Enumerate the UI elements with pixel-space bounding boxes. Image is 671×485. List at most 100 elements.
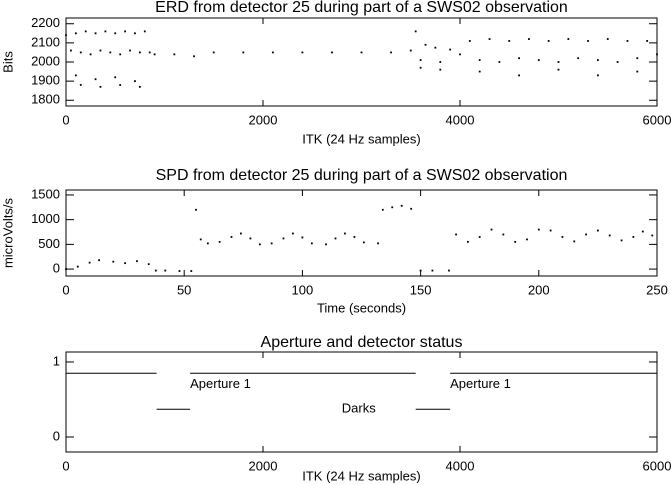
y-tick-label: 2000 <box>31 53 60 68</box>
data-point <box>439 61 442 63</box>
data-point <box>466 240 469 243</box>
data-point <box>409 49 412 52</box>
data-point <box>153 53 156 56</box>
x-tick-label: 0 <box>62 458 69 473</box>
data-point <box>549 229 552 232</box>
data-point <box>99 49 102 52</box>
data-point <box>190 270 193 272</box>
data-point <box>134 80 136 83</box>
data-point <box>88 261 91 264</box>
x-tick-label: 2000 <box>249 458 278 473</box>
x-axis-label: ITK (24 Hz samples) <box>302 468 420 483</box>
data-point <box>498 61 501 63</box>
y-tick-label: 0 <box>53 261 60 276</box>
data-point <box>230 236 233 238</box>
data-point <box>518 57 520 60</box>
y-tick-label: 0 <box>53 428 60 443</box>
data-point <box>124 30 126 33</box>
data-point <box>79 51 82 54</box>
y-axis-label: Bits <box>0 51 15 73</box>
data-point <box>547 40 550 42</box>
data-point <box>178 270 181 272</box>
data-point <box>147 263 150 266</box>
x-axis-label: Time (seconds) <box>317 300 406 315</box>
x-tick-label: 150 <box>410 282 432 297</box>
data-point <box>119 53 122 56</box>
x-tick-label: 4000 <box>446 112 475 127</box>
data-point <box>258 243 261 246</box>
data-point <box>608 234 611 237</box>
data-point <box>424 43 427 46</box>
data-point <box>129 49 131 52</box>
data-point <box>334 237 337 240</box>
data-point <box>632 236 635 238</box>
data-point <box>193 55 195 58</box>
data-point <box>199 238 202 241</box>
data-point <box>400 204 403 207</box>
data-point <box>478 236 481 238</box>
y-tick-label: 1800 <box>31 92 60 107</box>
data-point <box>616 61 619 63</box>
data-point <box>109 51 112 54</box>
x-tick-label: 6000 <box>643 112 671 127</box>
data-point <box>124 262 126 265</box>
data-point <box>434 46 437 49</box>
data-point <box>646 40 649 42</box>
data-point <box>195 208 197 211</box>
plot-frame <box>65 17 658 107</box>
data-point <box>271 51 274 54</box>
data-point <box>419 66 422 69</box>
data-point <box>65 34 67 37</box>
data-point <box>410 207 413 210</box>
data-point <box>518 74 520 77</box>
data-point <box>148 51 151 54</box>
data-point <box>98 259 100 262</box>
chart-title: SPD from detector 25 during part of a SW… <box>156 167 568 184</box>
data-point <box>455 233 457 236</box>
data-point <box>301 51 304 54</box>
x-tick-label: 250 <box>646 282 668 297</box>
data-point <box>218 240 221 243</box>
y-tick-label: 2200 <box>31 15 60 30</box>
y-axis-label: microVolts/s <box>0 197 15 268</box>
data-point <box>537 59 540 61</box>
data-point <box>381 208 384 211</box>
data-point <box>502 233 505 236</box>
data-point <box>206 242 209 245</box>
plot-frame <box>65 351 658 453</box>
data-point <box>331 51 333 54</box>
data-point <box>292 232 294 235</box>
data-point <box>537 228 540 231</box>
data-point <box>99 85 102 88</box>
data-point <box>112 260 115 263</box>
data-point <box>459 53 461 56</box>
data-point <box>136 260 138 263</box>
data-point <box>282 237 285 240</box>
y-tick-label: 1 <box>53 353 60 368</box>
y-tick-label: 1500 <box>31 186 60 201</box>
data-point <box>577 57 580 60</box>
data-point <box>212 51 215 54</box>
data-point <box>79 84 82 86</box>
data-point <box>138 51 141 54</box>
x-tick-label: 50 <box>177 282 191 297</box>
data-point <box>310 242 313 245</box>
data-point <box>143 30 146 33</box>
data-point <box>641 230 644 233</box>
x-axis-label: ITK (24 Hz samples) <box>302 131 420 146</box>
data-point <box>597 229 599 232</box>
data-point <box>478 70 481 73</box>
data-point <box>94 78 97 81</box>
data-point <box>585 233 587 236</box>
x-tick-label: 200 <box>528 282 550 297</box>
data-point <box>478 59 481 61</box>
data-point <box>656 53 658 56</box>
data-point <box>344 232 346 235</box>
x-tick-label: 0 <box>62 282 69 297</box>
data-point <box>362 241 365 244</box>
plot-frame <box>65 189 658 277</box>
data-point <box>587 40 589 42</box>
data-point <box>490 228 493 231</box>
data-point <box>567 38 570 40</box>
